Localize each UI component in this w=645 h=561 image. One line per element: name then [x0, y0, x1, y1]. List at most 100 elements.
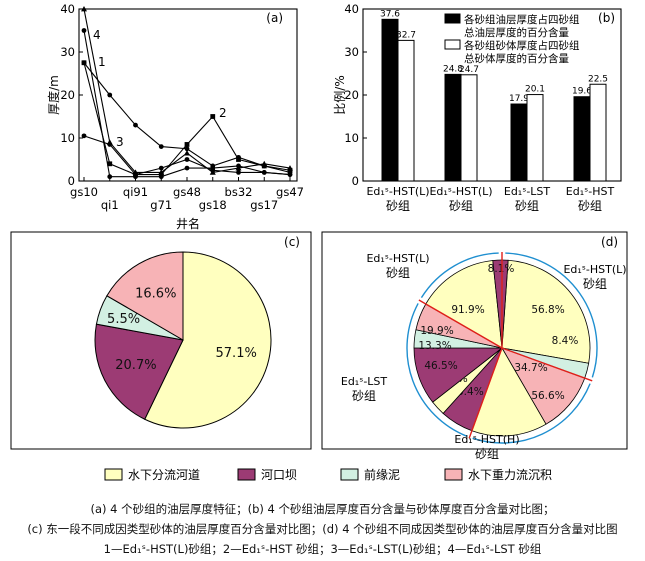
data-point — [261, 170, 267, 175]
pie-slice — [501, 259, 591, 364]
group-label: Ed₁ˢ-HST(L) — [563, 263, 626, 276]
panel-label: (d) — [601, 235, 618, 249]
bar — [397, 39, 415, 182]
bar-value-label: 22.5 — [588, 74, 608, 84]
slice-value-label: 13.3% — [418, 340, 451, 352]
data-point — [236, 157, 241, 162]
group-label: Ed₁ˢ-LST — [341, 375, 388, 388]
data-point — [133, 174, 138, 180]
legend-label: 各砂组油层厚度占四砂组 — [464, 13, 580, 26]
data-point — [236, 170, 241, 175]
x-axis-label: 井名 — [176, 216, 200, 231]
x-tick-label: g71 — [150, 198, 172, 212]
group-divider — [501, 347, 593, 382]
legend-swatch — [237, 468, 256, 481]
x-tick-label: gs17 — [250, 198, 278, 212]
data-point — [133, 122, 138, 128]
bar-value-label: 17.9 — [509, 94, 529, 104]
x-tick-label: Ed₁ˢ-HST(L) — [429, 185, 492, 198]
data-point — [184, 157, 190, 162]
legend-swatch — [104, 468, 123, 481]
legend-label: 水下分流河道 — [128, 468, 200, 482]
bar-value-label: 32.7 — [396, 30, 416, 40]
legend-swatch — [444, 39, 461, 50]
legend-label: 水下重力流沉积 — [468, 468, 552, 482]
slice-value-label: 8.4% — [552, 335, 579, 347]
panel-label: (c) — [284, 235, 300, 249]
y-tick-label: 40 — [344, 2, 359, 16]
data-point — [81, 6, 87, 12]
group-label: Ed₁ˢ-HST(L) — [366, 252, 429, 265]
legend-label: 前缘泥 — [364, 467, 400, 482]
y-tick-label: 0 — [68, 174, 75, 188]
x-tick-label: gs18 — [199, 198, 227, 212]
legend-label: 总砂体厚度的百分含量 — [464, 52, 569, 65]
data-point — [158, 174, 164, 180]
caption-line-3: 1—Ed₁ˢ-HST(L)砂组；2—Ed₁ˢ-HST 砂组；3—Ed₁ˢ-LST… — [103, 542, 542, 556]
panel-frame — [10, 231, 312, 450]
pie-slice — [492, 259, 509, 349]
caption-line-1: (a) 4 个砂组的油层厚度特征；(b) 4 个砂组油层厚度百分含量与砂体厚度百… — [90, 502, 555, 516]
y-tick-label: 30 — [344, 45, 359, 59]
data-point — [210, 165, 216, 171]
data-point — [132, 169, 139, 175]
bar-value-label: 19.6 — [572, 87, 592, 97]
bar-value-label: 20.1 — [525, 85, 545, 95]
data-point — [107, 92, 113, 98]
x-tick-label: Ed₁ˢ-LST — [504, 185, 551, 198]
panel-b-bar-chart: (b)010203040比例/%Ed₁ˢ-HST(L)砂组Ed₁ˢ-HST(L)… — [333, 2, 622, 213]
slice-value-label: 56.8% — [531, 304, 564, 316]
panel-label: (b) — [598, 11, 615, 25]
group-arc — [406, 303, 467, 437]
data-point — [106, 139, 113, 145]
panel-c-pie-chart: (c) 57.1% 20.7% 5.5% 16.6% — [10, 231, 312, 450]
slice-value-label: 34.7% — [514, 362, 547, 374]
group-arc — [420, 252, 499, 299]
data-point — [81, 60, 87, 66]
bar — [589, 83, 607, 182]
bar-value-label: 24.8 — [443, 64, 463, 74]
slice-value-label: 5.5% — [107, 312, 140, 327]
data-point — [158, 144, 164, 150]
legend-label: 河口坝 — [261, 468, 297, 482]
x-tick-label: gs47 — [276, 185, 304, 199]
y-axis-label: 厚度/m — [46, 75, 61, 115]
slice-value-label: 19.9% — [420, 325, 453, 337]
data-point — [81, 28, 87, 33]
x-tick-label: bs32 — [225, 185, 253, 199]
bar — [526, 94, 544, 182]
data-point — [107, 174, 113, 180]
panel-frame — [321, 231, 628, 450]
bar — [510, 103, 528, 182]
group-label: 砂组 — [583, 277, 607, 291]
x-tick-label: gs48 — [173, 185, 201, 199]
data-point — [81, 133, 87, 139]
legend-swatch — [340, 468, 359, 481]
series-label: 4 — [93, 28, 101, 42]
pie-slice — [471, 347, 547, 437]
series-label: 1 — [98, 55, 106, 69]
data-point — [209, 169, 216, 175]
x-tick-label: 砂组 — [515, 199, 539, 213]
pie-slice — [94, 323, 184, 420]
bar — [444, 73, 462, 182]
series-label: 3 — [116, 135, 124, 149]
caption-line-2: (c) 东一段不同成因类型砂体的油层厚度百分含量对比图；(d) 4 个砂组不同成… — [27, 522, 618, 536]
group-divider — [418, 299, 503, 349]
x-tick-label: qi91 — [123, 185, 148, 199]
x-tick-label: 砂组 — [449, 199, 473, 213]
group-label: 砂组 — [352, 389, 376, 403]
group-divider — [468, 347, 503, 439]
y-axis-label: 比例/% — [333, 75, 347, 114]
bar — [460, 74, 478, 182]
data-point — [158, 169, 165, 175]
slice-value-label: 91.9% — [451, 304, 484, 316]
slice-value-label: 8.1% — [488, 263, 515, 275]
group-label: Ed₁ˢ-HST(H) — [454, 433, 519, 446]
data-point — [210, 114, 216, 119]
facies-legend: 水下分流河道 河口坝 前缘泥 水下重力流沉积 — [104, 467, 552, 482]
data-point — [184, 146, 190, 152]
pie-slice — [144, 251, 272, 429]
data-point — [184, 165, 190, 171]
